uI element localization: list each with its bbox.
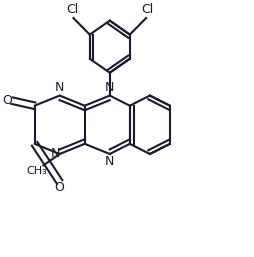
Text: Cl: Cl — [66, 3, 78, 16]
Text: N: N — [105, 155, 115, 168]
Text: O: O — [55, 181, 65, 194]
Text: N: N — [55, 81, 64, 94]
Text: Cl: Cl — [141, 3, 153, 16]
Text: N: N — [51, 148, 60, 160]
Text: N: N — [105, 81, 115, 94]
Text: O: O — [3, 94, 12, 107]
Text: CH₃: CH₃ — [27, 166, 47, 176]
